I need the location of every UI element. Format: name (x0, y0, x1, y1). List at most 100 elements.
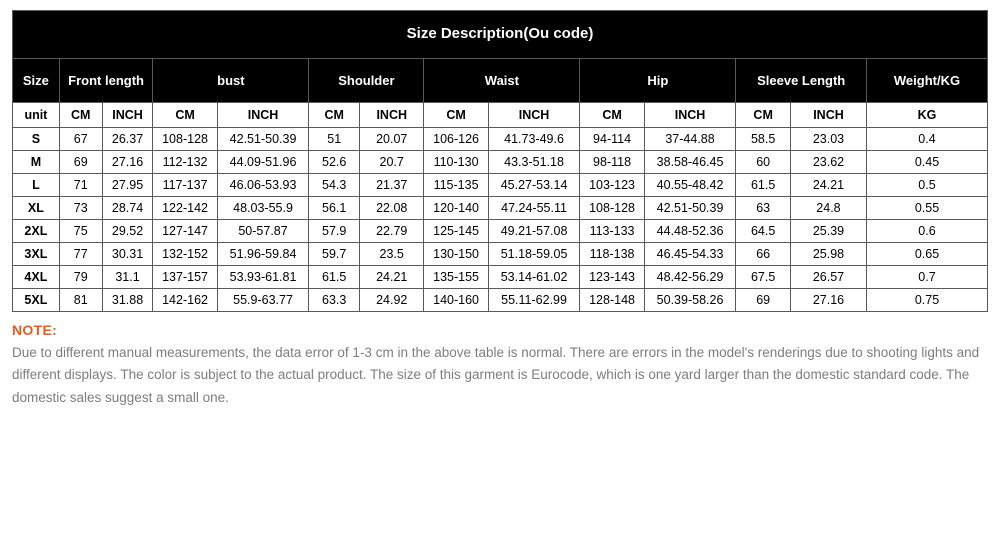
table-cell: 27.16 (790, 289, 866, 312)
col-bust: bust (153, 59, 309, 103)
table-cell: 47.24-55.11 (488, 197, 580, 220)
table-cell: 51.18-59.05 (488, 243, 580, 266)
table-cell: 31.88 (102, 289, 153, 312)
table-cell: 140-160 (424, 289, 488, 312)
unit-cell: CM (424, 103, 488, 128)
table-cell: 42.51-50.39 (217, 128, 309, 151)
table-cell: 115-135 (424, 174, 488, 197)
table-cell: 127-147 (153, 220, 217, 243)
table-cell: 28.74 (102, 197, 153, 220)
table-cell: S (13, 128, 60, 151)
table-cell: 81 (59, 289, 102, 312)
table-cell: 113-133 (580, 220, 644, 243)
table-cell: 0.65 (867, 243, 988, 266)
table-title: Size Description(Ou code) (13, 11, 988, 59)
table-cell: 41.73-49.6 (488, 128, 580, 151)
table-cell: 106-126 (424, 128, 488, 151)
table-cell: 0.7 (867, 266, 988, 289)
unit-cell: CM (309, 103, 360, 128)
table-cell: 48.42-56.29 (644, 266, 736, 289)
table-cell: 54.3 (309, 174, 360, 197)
table-cell: 25.98 (790, 243, 866, 266)
table-cell: 66 (736, 243, 791, 266)
table-cell: 69 (59, 151, 102, 174)
table-cell: 132-152 (153, 243, 217, 266)
unit-cell: CM (736, 103, 791, 128)
table-cell: L (13, 174, 60, 197)
table-cell: 21.37 (360, 174, 424, 197)
table-cell: XL (13, 197, 60, 220)
col-hip: Hip (580, 59, 736, 103)
table-cell: 50-57.87 (217, 220, 309, 243)
col-sleeve: Sleeve Length (736, 59, 867, 103)
table-cell: 24.21 (360, 266, 424, 289)
table-cell: 0.75 (867, 289, 988, 312)
table-cell: 44.09-51.96 (217, 151, 309, 174)
table-cell: 37-44.88 (644, 128, 736, 151)
table-cell: 0.55 (867, 197, 988, 220)
table-cell: 112-132 (153, 151, 217, 174)
unit-cell: unit (13, 103, 60, 128)
table-cell: 63.3 (309, 289, 360, 312)
col-shoulder: Shoulder (309, 59, 424, 103)
table-cell: 0.5 (867, 174, 988, 197)
table-cell: 128-148 (580, 289, 644, 312)
table-cell: 48.03-55.9 (217, 197, 309, 220)
table-cell: 142-162 (153, 289, 217, 312)
table-cell: 67 (59, 128, 102, 151)
table-cell: 79 (59, 266, 102, 289)
unit-cell: INCH (488, 103, 580, 128)
unit-cell: INCH (360, 103, 424, 128)
col-weight: Weight/KG (867, 59, 988, 103)
table-cell: 23.5 (360, 243, 424, 266)
table-cell: 122-142 (153, 197, 217, 220)
table-cell: 56.1 (309, 197, 360, 220)
table-cell: 108-128 (580, 197, 644, 220)
table-row: M6927.16112-13244.09-51.9652.620.7110-13… (13, 151, 988, 174)
table-cell: 60 (736, 151, 791, 174)
table-cell: 52.6 (309, 151, 360, 174)
unit-cell: INCH (102, 103, 153, 128)
table-cell: 27.95 (102, 174, 153, 197)
table-row: S6726.37108-12842.51-50.395120.07106-126… (13, 128, 988, 151)
table-cell: 125-145 (424, 220, 488, 243)
table-cell: 46.06-53.93 (217, 174, 309, 197)
table-cell: 24.8 (790, 197, 866, 220)
table-cell: 58.5 (736, 128, 791, 151)
table-cell: 5XL (13, 289, 60, 312)
table-cell: 123-143 (580, 266, 644, 289)
table-cell: 75 (59, 220, 102, 243)
table-cell: 31.1 (102, 266, 153, 289)
table-cell: 59.7 (309, 243, 360, 266)
table-cell: 44.48-52.36 (644, 220, 736, 243)
table-cell: 73 (59, 197, 102, 220)
table-cell: 55.9-63.77 (217, 289, 309, 312)
table-cell: 46.45-54.33 (644, 243, 736, 266)
table-cell: 51.96-59.84 (217, 243, 309, 266)
table-cell: 27.16 (102, 151, 153, 174)
table-cell: 40.55-48.42 (644, 174, 736, 197)
table-cell: 3XL (13, 243, 60, 266)
table-cell: 24.21 (790, 174, 866, 197)
table-cell: 135-155 (424, 266, 488, 289)
table-row: 3XL7730.31132-15251.96-59.8459.723.5130-… (13, 243, 988, 266)
col-size: Size (13, 59, 60, 103)
table-cell: 22.08 (360, 197, 424, 220)
table-cell: 29.52 (102, 220, 153, 243)
table-cell: 23.62 (790, 151, 866, 174)
table-row: 2XL7529.52127-14750-57.8757.922.79125-14… (13, 220, 988, 243)
table-cell: 38.58-46.45 (644, 151, 736, 174)
table-cell: 20.7 (360, 151, 424, 174)
table-cell: 2XL (13, 220, 60, 243)
table-row: 5XL8131.88142-16255.9-63.7763.324.92140-… (13, 289, 988, 312)
table-cell: 118-138 (580, 243, 644, 266)
table-cell: 110-130 (424, 151, 488, 174)
table-cell: 45.27-53.14 (488, 174, 580, 197)
table-row: XL7328.74122-14248.03-55.956.122.08120-1… (13, 197, 988, 220)
table-body: unitCMINCHCMINCHCMINCHCMINCHCMINCHCMINCH… (13, 103, 988, 312)
table-cell: 108-128 (153, 128, 217, 151)
table-cell: 42.51-50.39 (644, 197, 736, 220)
table-cell: 53.14-61.02 (488, 266, 580, 289)
table-cell: 120-140 (424, 197, 488, 220)
table-cell: 25.39 (790, 220, 866, 243)
